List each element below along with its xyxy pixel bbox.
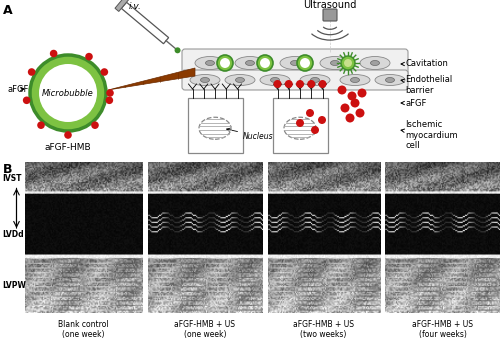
Ellipse shape: [246, 61, 254, 65]
Circle shape: [340, 103, 349, 112]
Circle shape: [30, 55, 106, 131]
Circle shape: [300, 58, 310, 68]
Text: Ischemic
myocardium
cell: Ischemic myocardium cell: [401, 120, 458, 150]
Text: i.v.: i.v.: [128, 2, 141, 11]
Circle shape: [23, 96, 30, 104]
Circle shape: [306, 109, 314, 117]
Text: IVST: IVST: [2, 174, 22, 183]
Circle shape: [285, 80, 293, 88]
Circle shape: [296, 80, 304, 88]
Ellipse shape: [310, 78, 320, 82]
Ellipse shape: [236, 78, 244, 82]
Text: aFGF-HMB: aFGF-HMB: [44, 143, 92, 152]
FancyBboxPatch shape: [115, 0, 129, 11]
Ellipse shape: [235, 56, 265, 70]
Ellipse shape: [270, 78, 280, 82]
FancyBboxPatch shape: [188, 98, 242, 153]
Ellipse shape: [195, 56, 225, 70]
Circle shape: [318, 80, 326, 88]
Circle shape: [85, 53, 93, 61]
Circle shape: [344, 59, 352, 67]
Ellipse shape: [200, 78, 209, 82]
Circle shape: [28, 68, 36, 76]
Circle shape: [39, 64, 97, 122]
Text: LVPW: LVPW: [2, 282, 26, 291]
Ellipse shape: [190, 74, 220, 86]
Circle shape: [296, 119, 304, 127]
Ellipse shape: [320, 56, 350, 70]
Ellipse shape: [206, 61, 214, 65]
Circle shape: [358, 88, 366, 97]
Ellipse shape: [360, 56, 390, 70]
Ellipse shape: [340, 74, 370, 86]
Text: Endothelial
barrier: Endothelial barrier: [401, 75, 452, 95]
Circle shape: [220, 58, 230, 68]
Ellipse shape: [350, 78, 360, 82]
Text: B: B: [3, 163, 13, 176]
FancyBboxPatch shape: [323, 9, 337, 21]
Circle shape: [106, 89, 114, 97]
Circle shape: [346, 113, 354, 122]
Ellipse shape: [284, 117, 316, 139]
Ellipse shape: [260, 74, 290, 86]
Circle shape: [257, 55, 273, 71]
Ellipse shape: [370, 61, 380, 65]
Circle shape: [318, 116, 326, 124]
Text: Microbubble: Microbubble: [42, 88, 94, 97]
Circle shape: [338, 86, 346, 95]
Text: aFGF: aFGF: [8, 85, 30, 94]
Ellipse shape: [386, 78, 394, 82]
FancyBboxPatch shape: [182, 70, 408, 90]
Ellipse shape: [300, 74, 330, 86]
Circle shape: [307, 80, 316, 88]
Circle shape: [297, 55, 313, 71]
Text: Cavitation: Cavitation: [401, 60, 448, 69]
Circle shape: [100, 68, 108, 76]
Polygon shape: [108, 68, 195, 90]
Circle shape: [106, 96, 113, 104]
FancyBboxPatch shape: [272, 98, 328, 153]
Ellipse shape: [330, 61, 340, 65]
Ellipse shape: [375, 74, 405, 86]
Ellipse shape: [225, 74, 255, 86]
Text: aFGF: aFGF: [401, 98, 426, 108]
Circle shape: [64, 131, 72, 139]
Circle shape: [174, 47, 180, 53]
Circle shape: [356, 109, 364, 118]
Text: aFGF-HMB + US
(two weeks): aFGF-HMB + US (two weeks): [293, 320, 354, 339]
Ellipse shape: [199, 117, 231, 139]
Circle shape: [37, 121, 45, 129]
Circle shape: [260, 58, 270, 68]
Text: aFGF-HMB + US
(four weeks): aFGF-HMB + US (four weeks): [412, 320, 473, 339]
Circle shape: [348, 92, 356, 101]
Text: Blank control
(one week): Blank control (one week): [58, 320, 109, 339]
Text: A: A: [3, 4, 13, 17]
Circle shape: [311, 126, 319, 134]
FancyBboxPatch shape: [182, 49, 408, 77]
Text: aFGF-HMB + US
(one week): aFGF-HMB + US (one week): [174, 320, 236, 339]
Circle shape: [350, 98, 360, 108]
Circle shape: [274, 80, 281, 88]
Text: LVDd: LVDd: [2, 230, 24, 239]
FancyBboxPatch shape: [122, 2, 168, 44]
Ellipse shape: [290, 61, 300, 65]
Ellipse shape: [280, 56, 310, 70]
Circle shape: [50, 50, 58, 57]
Text: Nucleus: Nucleus: [226, 128, 274, 141]
Circle shape: [341, 56, 355, 70]
Circle shape: [217, 55, 233, 71]
Circle shape: [91, 121, 99, 129]
Text: Ultrasound: Ultrasound: [304, 0, 356, 10]
